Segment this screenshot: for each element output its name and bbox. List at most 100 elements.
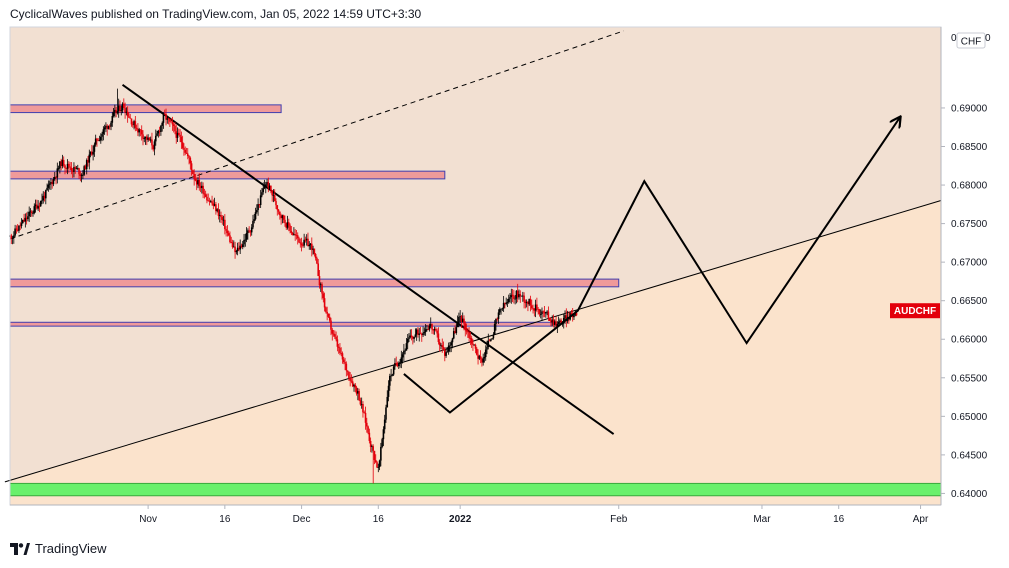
candle xyxy=(438,339,441,352)
candle-body xyxy=(380,446,382,461)
candle xyxy=(353,383,355,392)
candle-body xyxy=(351,381,354,387)
candle xyxy=(522,291,524,302)
candle-body xyxy=(238,247,240,250)
candle xyxy=(507,294,510,304)
candle xyxy=(270,185,272,194)
candle xyxy=(105,122,107,133)
candle-body xyxy=(400,357,403,363)
x-tick-label: Feb xyxy=(610,514,628,525)
candle-body xyxy=(48,183,51,185)
candle-body xyxy=(197,180,199,185)
candle xyxy=(56,162,59,184)
candle-body xyxy=(75,168,78,170)
candle xyxy=(392,364,395,377)
candle xyxy=(467,327,469,338)
candle-body xyxy=(493,324,496,335)
candle-body xyxy=(171,122,174,125)
candle-body xyxy=(523,295,525,302)
candle-body xyxy=(25,217,28,220)
candle-body xyxy=(386,396,389,408)
candle xyxy=(461,312,464,323)
price-tag-label: AUDCHF xyxy=(894,306,936,317)
candle-body xyxy=(116,111,119,114)
candle-body xyxy=(206,196,208,201)
candle xyxy=(32,210,34,217)
candle-body xyxy=(271,190,273,196)
candle-body xyxy=(212,203,215,206)
candle-body xyxy=(285,223,288,228)
candle-body xyxy=(546,311,548,313)
candle-body xyxy=(331,329,334,334)
candle-body xyxy=(424,329,427,333)
candle xyxy=(389,373,391,391)
candle-body xyxy=(167,118,170,120)
candle-body xyxy=(252,220,254,228)
candle xyxy=(413,336,415,343)
tradingview-logo-icon[interactable] xyxy=(10,542,30,555)
candle-body xyxy=(185,152,188,154)
candle-body xyxy=(152,145,155,150)
candle-body xyxy=(560,320,562,325)
candle xyxy=(272,189,275,203)
candle-body xyxy=(204,194,207,197)
candle xyxy=(47,180,50,192)
candle xyxy=(197,177,199,189)
candle xyxy=(139,129,142,137)
candle-body xyxy=(574,312,577,316)
candle xyxy=(138,127,140,137)
candle-body xyxy=(419,333,422,335)
candle-body xyxy=(536,304,538,310)
candle xyxy=(456,315,459,328)
candle xyxy=(327,313,330,318)
candle-body xyxy=(358,391,360,401)
y-axis[interactable]: 0.69000 0.68500 0.68000 0.67500 0.67000 0.665… xyxy=(941,33,991,500)
candle-body xyxy=(323,298,326,308)
candle xyxy=(424,324,427,336)
candle xyxy=(552,314,555,328)
tradingview-brand[interactable]: TradingView xyxy=(35,541,107,556)
candle xyxy=(482,353,484,366)
candle xyxy=(465,323,468,335)
candle-body xyxy=(53,176,56,180)
candle xyxy=(204,190,207,198)
candle-body xyxy=(374,460,377,463)
candle xyxy=(79,170,82,182)
candle xyxy=(10,233,13,245)
candle-body xyxy=(514,298,516,300)
candle xyxy=(518,289,520,300)
candle-body xyxy=(28,211,30,217)
candle-body xyxy=(519,294,522,297)
candle-body xyxy=(224,219,226,230)
candle-body xyxy=(38,205,41,207)
candle-body xyxy=(555,321,557,327)
candle-body xyxy=(243,239,245,245)
candle xyxy=(363,410,366,414)
support-zone-4 xyxy=(9,482,942,497)
candle xyxy=(273,189,276,202)
candle xyxy=(43,191,46,202)
candle xyxy=(154,129,157,146)
candle xyxy=(171,116,174,131)
candle-body xyxy=(314,254,317,259)
candle xyxy=(102,126,105,141)
candle xyxy=(400,350,403,369)
candle xyxy=(490,338,492,342)
candle-body xyxy=(190,163,193,171)
candle xyxy=(460,315,463,329)
candle xyxy=(469,331,472,346)
candle xyxy=(147,134,149,142)
candle-body xyxy=(45,190,47,199)
candle-body xyxy=(484,349,487,358)
candle xyxy=(386,390,389,408)
candle-body xyxy=(565,315,568,322)
candle xyxy=(148,137,151,141)
candle-body xyxy=(336,339,339,347)
x-axis[interactable]: Nov 16 Dec 16 2022 Feb Mar 16 Apr xyxy=(139,505,929,525)
candle-body xyxy=(460,316,463,323)
candle-body xyxy=(80,174,83,176)
candle-body xyxy=(222,219,225,221)
candle-body xyxy=(239,245,241,250)
candle xyxy=(42,191,45,204)
